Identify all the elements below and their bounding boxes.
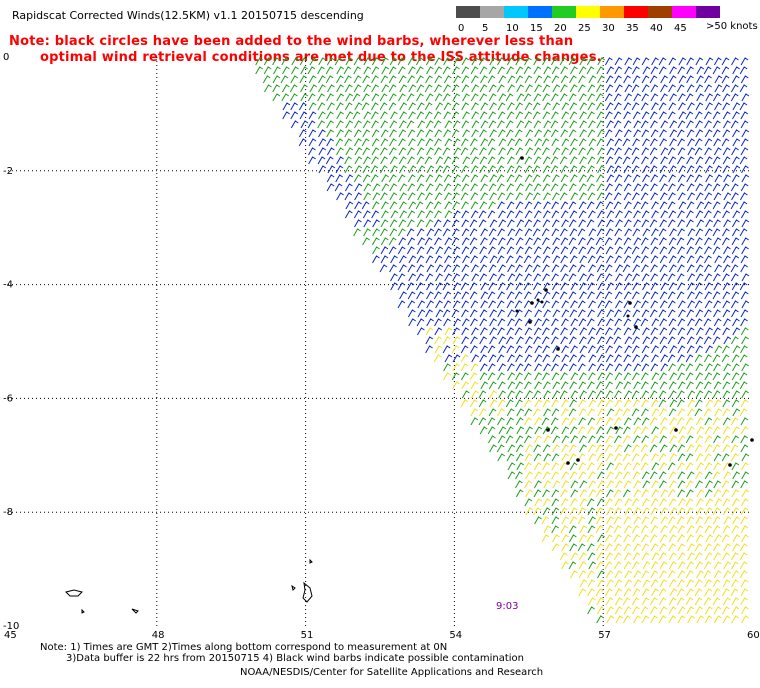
wind-barbs: [425, 327, 750, 624]
contamination-flag-dot: [614, 426, 618, 430]
latitude-tick-label: -10: [3, 621, 19, 632]
longitude-tick-label: 45: [4, 630, 17, 641]
attitude-note-line2: optimal wind retrieval conditions are me…: [40, 50, 602, 65]
longitude-tick-label: 60: [747, 630, 760, 641]
latitude-tick-label: -2: [3, 166, 13, 177]
island-outline: [81, 608, 85, 614]
legend-swatch: [696, 6, 720, 18]
latitude-tick-label: -6: [3, 393, 13, 404]
legend-swatch: [672, 6, 696, 18]
swath-time-label: 9:03: [496, 601, 518, 612]
contamination-flag-dot: [628, 301, 632, 305]
legend-bin-label: 45: [674, 23, 687, 34]
legend-swatch: [456, 6, 480, 18]
island-marker: [626, 314, 630, 318]
longitude-tick-label: 57: [598, 630, 611, 641]
island-outline: [302, 581, 313, 603]
contamination-flag-dot: [544, 288, 548, 292]
longitude-tick-label: 51: [301, 630, 314, 641]
contamination-flag-dot: [576, 458, 580, 462]
island-marker: [536, 298, 540, 302]
contamination-flag-dot: [750, 438, 754, 442]
legend-swatch: [576, 6, 600, 18]
wind-speed-color-legend: 0 5 10 15 20 25 30 35 40 45: [456, 6, 720, 34]
footer-note-line2: 3)Data buffer is 22 hrs from 20150715 4)…: [66, 653, 524, 664]
attitude-note-line1: Note: black circles have been added to t…: [9, 34, 574, 49]
legend-swatch: [624, 6, 648, 18]
contamination-flag-dot: [634, 325, 638, 329]
island-outline: [309, 558, 313, 564]
footer-note-line1: Note: 1) Times are GMT 2)Times along bot…: [40, 642, 448, 653]
legend-bin-label: 40: [650, 23, 663, 34]
legend-bin-label: 20: [554, 23, 567, 34]
latitude-tick-label: -8: [3, 507, 13, 518]
contamination-flag-dot: [674, 428, 678, 432]
legend-bin-label: 5: [482, 23, 488, 34]
island-outline: [131, 608, 139, 614]
legend-swatch: [552, 6, 576, 18]
island-outline: [65, 589, 83, 597]
contamination-flag-dot: [528, 320, 532, 324]
legend-bin-label: 0: [458, 23, 464, 34]
wind-barbs: [255, 57, 750, 624]
legend-swatch: [528, 6, 552, 18]
wind-barb-layer: [255, 57, 750, 624]
contamination-flag-dot: [566, 461, 570, 465]
legend-units-label: >50 knots: [706, 21, 758, 32]
longitude-tick-label: 48: [152, 630, 165, 641]
contamination-flag-dot: [520, 156, 524, 160]
legend-bin-label: 30: [602, 23, 615, 34]
contamination-flag-dot: [728, 463, 732, 467]
legend-swatch: [648, 6, 672, 18]
legend-swatch: [600, 6, 624, 18]
footer-credit: NOAA/NESDIS/Center for Satellite Applica…: [240, 667, 544, 678]
wind-barbs: [282, 57, 750, 372]
legend-bin-label: 15: [530, 23, 543, 34]
map-title: Rapidscat Corrected Winds(12.5KM) v1.1 2…: [12, 9, 364, 22]
contamination-flag-dot: [546, 428, 550, 432]
island-marker: [540, 300, 544, 304]
legend-swatch: [480, 6, 504, 18]
latitude-tick-label: 0: [3, 52, 9, 63]
longitude-tick-label: 54: [449, 630, 462, 641]
contamination-flag-dot: [556, 347, 560, 351]
contamination-flag-dot: [530, 301, 534, 305]
island-marker: [515, 309, 519, 313]
island-outline: [291, 584, 296, 591]
legend-bin-label: 35: [626, 23, 639, 34]
legend-bin-label: 10: [506, 23, 519, 34]
legend-swatch: [504, 6, 528, 18]
latitude-tick-label: -4: [3, 280, 13, 291]
legend-bin-label: 25: [578, 23, 591, 34]
